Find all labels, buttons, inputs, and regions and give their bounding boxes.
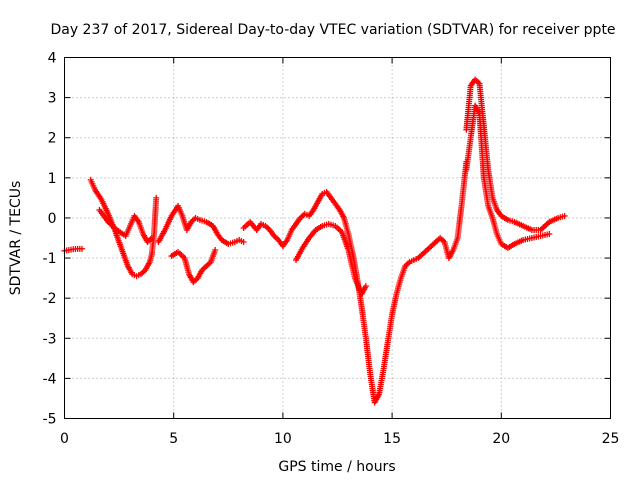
y-tick-label: 4 [48,51,57,67]
data-point [212,247,219,254]
grid-lines [64,57,611,419]
series-segment-3 [96,206,155,246]
series-segment-1 [61,245,85,254]
y-tick-label: 3 [48,91,57,107]
y-tick-label: -5 [43,412,57,428]
data-point [561,212,568,219]
x-tick-label: 25 [602,431,620,447]
y-tick-label: 2 [48,131,57,147]
y-tick-label: 0 [48,211,57,227]
plot-frame [64,57,611,419]
x-tick-label: 15 [383,431,401,447]
series-segment-4 [155,202,247,248]
y-tick-label: -4 [43,371,57,387]
x-tick-labels: 0 5 10 15 20 25 [60,431,619,447]
x-tick-label: 10 [274,431,292,447]
x-axis-label: GPS time / hours [278,459,395,475]
data-point [240,239,247,246]
y-tick-label: -2 [43,291,57,307]
data-point [148,235,155,241]
x-tick-label: 5 [169,431,178,447]
data-point [546,230,553,237]
data-point [153,194,160,201]
data-point [78,245,85,252]
data-series [61,76,568,406]
data-point [362,283,369,290]
y-tick-label: -3 [43,331,57,347]
x-tick-label: 0 [60,431,69,447]
y-tick-label: 1 [48,171,57,187]
series-segment-6 [240,158,470,406]
series-segment-9 [463,102,553,252]
y-tick-labels: -5 -4 -3 -2 -1 0 1 2 3 4 [43,51,57,428]
series-segment-2 [87,176,160,280]
series-segment-8 [463,76,568,233]
x-tick-label: 20 [492,431,510,447]
y-tick-label: -1 [43,251,57,267]
series-segment-5 [168,247,219,286]
y-axis-label: SDTVAR / TECUs [8,181,24,296]
series-segment-7 [293,220,369,298]
chart-title: Day 237 of 2017, Sidereal Day-to-day VTE… [50,22,615,38]
